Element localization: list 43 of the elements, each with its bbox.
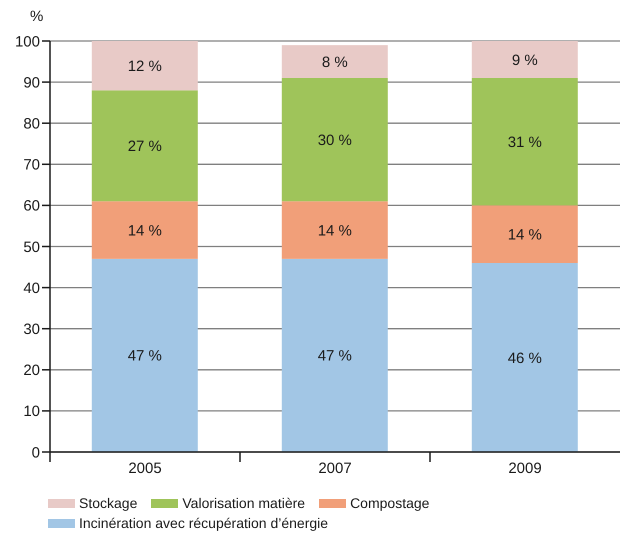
y-tick-label: 50 (23, 238, 40, 256)
legend-label: Compostage (350, 495, 430, 511)
data-label: 46 % (508, 350, 542, 367)
y-axis-title: % (30, 8, 44, 25)
y-tick-label: 40 (23, 280, 40, 297)
data-label: 47 % (318, 348, 352, 365)
bar (282, 45, 388, 78)
legend-label: Valorisation matière (182, 495, 306, 511)
data-label: 31 % (508, 134, 542, 152)
y-tick-label: 90 (23, 74, 40, 92)
bar (282, 78, 388, 202)
data-label: 27 % (128, 138, 162, 156)
data-label: 9 % (512, 52, 538, 69)
bar (282, 258, 388, 452)
bar (92, 201, 198, 259)
y-tick-label: 100 (14, 33, 40, 50)
y-tick-label: 20 (23, 362, 40, 380)
data-label: 14 % (508, 226, 542, 244)
y-tick-label: 80 (23, 116, 40, 133)
legend-label: Incinération avec récupération d’énergie (79, 515, 328, 531)
bar (92, 258, 198, 452)
bar (92, 41, 198, 90)
data-label: 14 % (318, 222, 352, 240)
bar (472, 205, 578, 263)
y-tick-label: 10 (23, 403, 40, 420)
legend-label: Stockage (79, 495, 138, 511)
x-tick-label: 2005 (128, 460, 162, 477)
bar (472, 262, 578, 452)
y-tick-label: 30 (23, 321, 40, 338)
data-label: 8 % (322, 54, 348, 71)
x-tick-label: 2009 (508, 460, 542, 477)
x-tick-label: 2007 (318, 460, 352, 477)
y-tick-label: 0 (32, 444, 40, 462)
y-tick-label: 70 (23, 156, 40, 174)
data-label: 30 % (318, 132, 352, 149)
bar (472, 41, 578, 78)
data-label: 47 % (128, 348, 162, 365)
bar (92, 90, 198, 202)
data-label: 12 % (128, 58, 162, 75)
y-tick-label: 60 (23, 198, 40, 215)
data-label: 14 % (128, 222, 162, 240)
bar (282, 201, 388, 259)
bar (472, 78, 578, 206)
